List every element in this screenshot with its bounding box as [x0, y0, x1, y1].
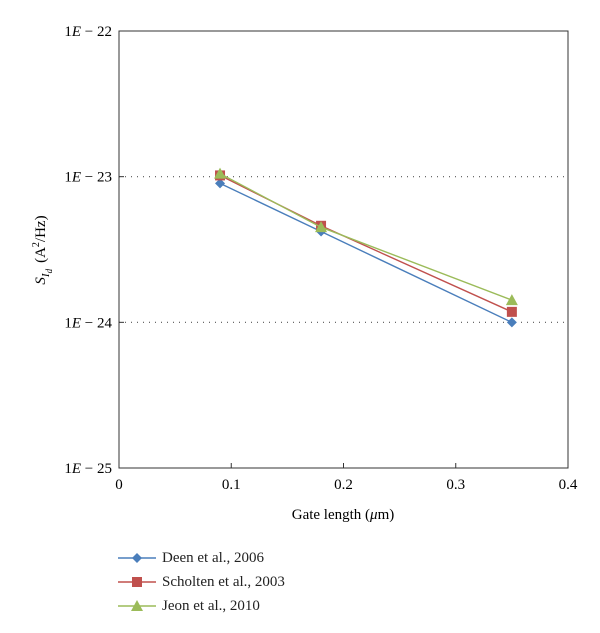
series-layer [214, 167, 518, 328]
y-axis-label-units: (A [33, 247, 49, 263]
x-axis-label-mu: μ [369, 507, 378, 523]
legend-swatch [118, 600, 156, 611]
y-tick-label: 1E − 22 [64, 24, 112, 40]
y-tick-label: 1E − 23 [64, 170, 112, 186]
y-axis-label-sub2: d [44, 268, 54, 273]
data-point [506, 306, 517, 317]
legend-label: Deen et al., 2006 [162, 549, 265, 566]
series-line [219, 172, 513, 301]
y-axis-label-sub1: I [40, 272, 52, 278]
y-axis-label-symbol: S [33, 277, 49, 285]
data-point [315, 221, 328, 233]
legend-swatch [118, 553, 156, 563]
x-tick-label: 0.1 [222, 477, 241, 493]
series-2 [214, 167, 518, 306]
legend-label: Scholten et al., 2003 [162, 573, 285, 590]
y-axis-label: SId (A2/Hz) [31, 215, 54, 284]
legend-label: Jeon et al., 2010 [162, 597, 260, 614]
x-tick-label: 0 [115, 477, 123, 493]
data-point [505, 294, 518, 306]
y-axis-label-sup: 2 [31, 242, 42, 247]
y-axis-label-units-suffix: /Hz) [33, 215, 49, 242]
x-axis-label-suffix: m) [378, 507, 395, 523]
legend-item: Jeon et al., 2010 [118, 594, 285, 618]
legend-item: Deen et al., 2006 [118, 546, 285, 570]
x-tick-label: 0.2 [334, 477, 353, 493]
legend-marker [131, 600, 143, 611]
gridlines [119, 176, 568, 323]
legend-item: Scholten et al., 2003 [118, 570, 285, 594]
y-tick-label: 1E − 25 [64, 461, 112, 477]
x-tick-label: 0.3 [446, 477, 465, 493]
data-point [215, 178, 226, 189]
series-line [219, 182, 513, 323]
legend-marker [132, 553, 142, 563]
series-0 [215, 178, 517, 328]
x-axis: 0 0.1 0.2 0.3 0.4 [115, 463, 578, 493]
legend-swatch [118, 577, 156, 587]
data-point [214, 167, 227, 179]
x-tick-label: 0.4 [559, 477, 578, 493]
x-axis-label: Gate length (μm) [292, 507, 395, 523]
legend: Deen et al., 2006 Scholten et al., 2003 Je… [118, 546, 285, 618]
legend-marker [132, 577, 142, 587]
data-point [506, 317, 517, 328]
y-axis: 1E − 25 1E − 24 1E − 23 1E − 22 [64, 24, 124, 477]
plot-frame [118, 30, 569, 469]
y-tick-label: 1E − 24 [64, 315, 112, 331]
x-axis-label-prefix: Gate length ( [292, 507, 370, 523]
